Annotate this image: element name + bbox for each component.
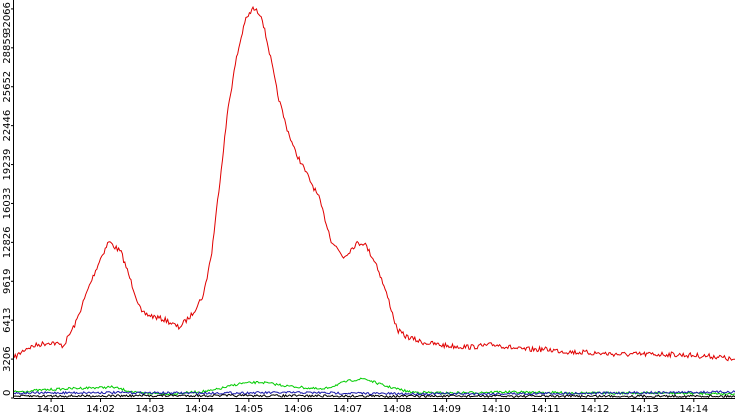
y-tick-label: 6413: [2, 307, 13, 332]
y-tick-label: 0: [2, 390, 13, 396]
x-tick-label: 14:12: [581, 404, 610, 415]
y-tick-label: 12826: [2, 226, 13, 258]
x-axis-ticks: 14:01 14:02 14:03 14:04 14:05 14:06 14:07 14:08…: [37, 398, 708, 415]
x-tick-label: 14:07: [333, 404, 362, 415]
x-tick-label: 14:06: [284, 404, 313, 415]
y-tick-label: 22446: [2, 110, 13, 142]
y-tick-label: 25652: [2, 71, 13, 103]
y-tick-label: 16033: [2, 188, 13, 220]
series-line-0: [13, 5, 735, 362]
x-tick-label: 14:05: [234, 404, 263, 415]
series-lines: [13, 5, 735, 399]
x-tick-label: 14:11: [531, 404, 560, 415]
x-tick-label: 14:14: [679, 404, 708, 415]
x-tick-label: 14:04: [185, 404, 214, 415]
y-axis-ticks: 0 3206 6413 9619 12826 16033 19239 22446 25652 28…: [2, 2, 14, 399]
x-tick-label: 14:03: [136, 404, 165, 415]
y-tick-label: 3206: [2, 346, 13, 371]
y-tick-label: 32066: [2, 2, 13, 34]
series-line-1: [13, 377, 735, 396]
x-tick-label: 14:10: [482, 404, 511, 415]
series-line-3: [13, 393, 735, 399]
x-tick-label: 14:02: [86, 404, 115, 415]
y-tick-label: 28859: [2, 32, 13, 64]
x-tick-label: 14:08: [383, 404, 412, 415]
x-tick-label: 14:13: [630, 404, 659, 415]
y-tick-label: 9619: [2, 269, 13, 294]
y-tick-label: 19239: [2, 149, 13, 181]
x-tick-label: 14:09: [432, 404, 461, 415]
series-line-2: [13, 390, 735, 396]
x-tick-label: 14:01: [37, 404, 66, 415]
